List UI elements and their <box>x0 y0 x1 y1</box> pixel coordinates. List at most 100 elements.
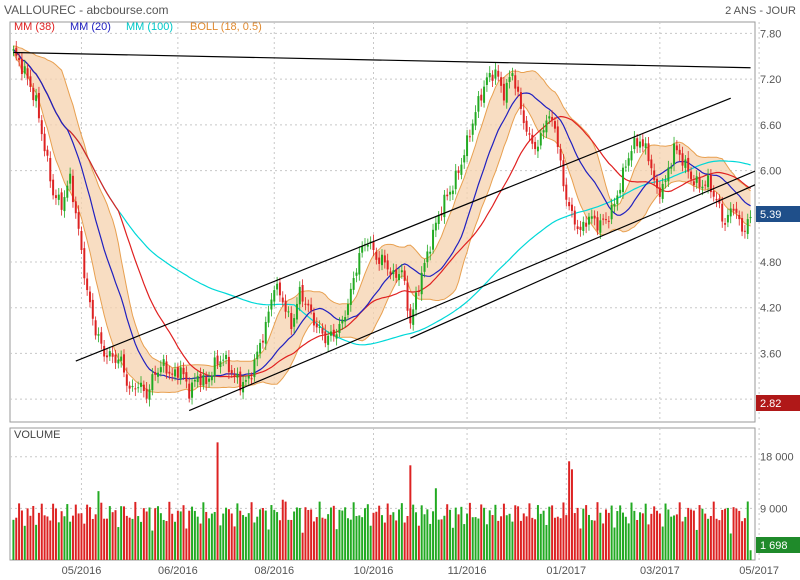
candle <box>151 368 154 396</box>
candle <box>474 105 477 131</box>
candle <box>585 215 588 234</box>
price-tick-label: 3.60 <box>760 348 781 360</box>
candle <box>531 128 534 150</box>
candle <box>145 382 148 404</box>
candle <box>312 307 315 333</box>
candle <box>726 208 729 228</box>
chart-title: VALLOUREC - abcbourse.com <box>4 3 169 17</box>
volume-bar <box>111 512 114 560</box>
candle <box>281 291 284 307</box>
date-tick-label: 06/2016 <box>158 565 198 577</box>
volume-bar <box>678 502 681 560</box>
volume-bar <box>389 514 392 560</box>
candle <box>256 344 259 367</box>
volume-bar <box>721 509 724 560</box>
volume-bar <box>636 519 639 560</box>
candle <box>420 266 423 301</box>
volume-bar <box>363 508 366 560</box>
period-label: 2 ANS - JOUR <box>725 5 796 17</box>
volume-bar <box>35 524 38 560</box>
candle <box>253 354 256 382</box>
date-tick-label: 08/2016 <box>254 565 294 577</box>
volume-bar <box>483 507 486 560</box>
volume-bar <box>440 519 443 560</box>
bollinger-lower <box>12 52 751 394</box>
volume-bar <box>383 522 386 560</box>
candle <box>131 379 134 392</box>
candle <box>128 381 131 395</box>
candle <box>587 212 590 231</box>
candle <box>20 52 23 81</box>
volume-bar <box>400 503 403 560</box>
candle <box>485 72 488 92</box>
candle <box>732 203 735 216</box>
volume-bar <box>656 510 659 560</box>
volume-bar <box>372 512 375 560</box>
volume-bar <box>582 508 585 560</box>
candle <box>664 175 667 189</box>
volume-bar <box>724 508 727 560</box>
volume-bar <box>86 504 89 560</box>
candle <box>451 185 454 201</box>
candle <box>692 174 695 192</box>
volume-bar <box>718 520 721 560</box>
volume-bar <box>619 505 622 560</box>
volume-bar <box>681 521 684 560</box>
candle <box>551 110 554 127</box>
candle <box>261 333 264 349</box>
candle <box>437 211 440 230</box>
candle <box>488 66 491 83</box>
volume-bar <box>534 519 537 560</box>
candle <box>230 365 233 378</box>
volume-bar <box>704 513 707 560</box>
volume-bar <box>650 513 653 560</box>
volume-bar <box>602 523 605 560</box>
volume-bar <box>488 510 491 560</box>
volume-bar <box>63 516 66 560</box>
candle <box>681 146 684 172</box>
volume-bar <box>162 519 165 560</box>
volume-bar <box>398 509 401 560</box>
candle <box>395 264 398 283</box>
candle <box>454 163 457 195</box>
volume-bar <box>514 505 517 560</box>
candle <box>191 378 194 405</box>
date-tick-label: 05/2016 <box>62 565 102 577</box>
candle <box>582 216 585 236</box>
volume-bar <box>375 511 378 560</box>
legend-mm38: MM (38) <box>14 21 55 33</box>
candle <box>678 143 681 162</box>
candle <box>185 366 188 389</box>
candle <box>63 190 66 218</box>
candle <box>641 134 644 153</box>
volume-bar <box>168 501 171 560</box>
volume-bar <box>568 461 571 560</box>
volume-bar <box>94 514 97 560</box>
volume-bar <box>616 511 619 560</box>
volume-bar <box>137 516 140 560</box>
price-tick-label: 6.60 <box>760 120 781 132</box>
candle <box>661 178 664 203</box>
volume-bar <box>480 504 483 560</box>
volume-bar <box>307 509 310 560</box>
volume-bar <box>531 517 534 560</box>
volume-bar <box>536 505 539 560</box>
candlesticks <box>12 40 752 407</box>
volume-bar <box>142 508 145 560</box>
candle <box>636 134 639 154</box>
candle <box>604 212 607 224</box>
candle <box>171 368 174 382</box>
candle <box>148 384 151 407</box>
candle <box>673 136 676 172</box>
candle <box>293 313 296 334</box>
volume-bar <box>43 515 46 560</box>
candle <box>88 286 91 308</box>
volume-bar <box>661 526 664 560</box>
volume-bar <box>712 501 715 560</box>
candle <box>698 172 701 193</box>
candle <box>352 271 355 295</box>
candle <box>707 168 710 194</box>
volume-bar <box>508 513 511 560</box>
volume-bar <box>196 516 199 560</box>
